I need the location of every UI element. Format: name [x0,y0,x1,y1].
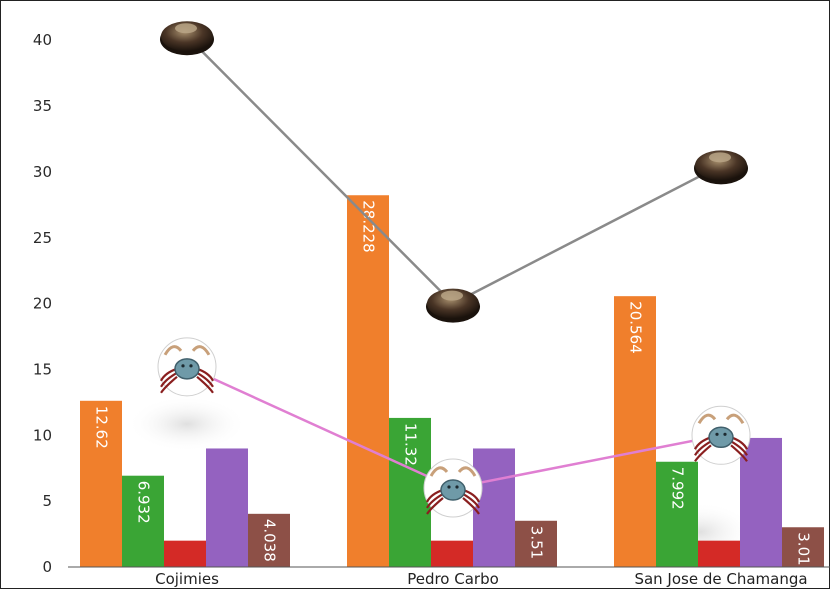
y-tick-label: 20 [33,295,52,313]
bar [122,475,164,567]
bar [80,400,122,567]
crab-icon [157,337,217,397]
data-label: 11.32 [402,423,420,466]
y-tick-label: 5 [42,492,52,510]
bar [206,448,248,567]
data-label: 3.018 [795,532,813,575]
data-label: 20.564 [627,301,645,354]
bar [347,195,389,567]
shell-icon [426,288,480,323]
data-label: 6.932 [135,481,153,524]
data-label: 7.992 [669,467,687,510]
bar [656,461,698,567]
bar [698,540,740,567]
shadow-decoration [127,396,247,452]
bar [515,520,557,567]
shell-icon [694,150,748,185]
x-category-label: Cojimies [155,570,219,588]
y-tick-label: 25 [33,229,52,247]
y-tick-label: 35 [33,97,52,115]
bar [473,448,515,567]
bar [164,540,206,567]
y-tick-label: 40 [33,31,52,49]
y-tick-label: 10 [33,426,52,444]
crab-icon [691,405,751,465]
y-tick-label: 0 [42,558,52,576]
bar [431,540,473,567]
data-label: 12.62 [93,406,111,449]
x-category-label: Pedro Carbo [407,570,499,588]
crab-icon [423,458,483,518]
y-tick-label: 15 [33,360,52,378]
series-line [186,35,722,306]
bar [740,437,782,567]
bar [614,296,656,567]
shell-icon [160,21,214,56]
bar [248,513,290,567]
x-category-label: San Jose de Chamanga [634,570,807,588]
bar [782,527,824,567]
data-label: 3.51 [528,526,546,559]
data-label: 4.038 [261,519,279,562]
y-tick-label: 30 [33,163,52,181]
